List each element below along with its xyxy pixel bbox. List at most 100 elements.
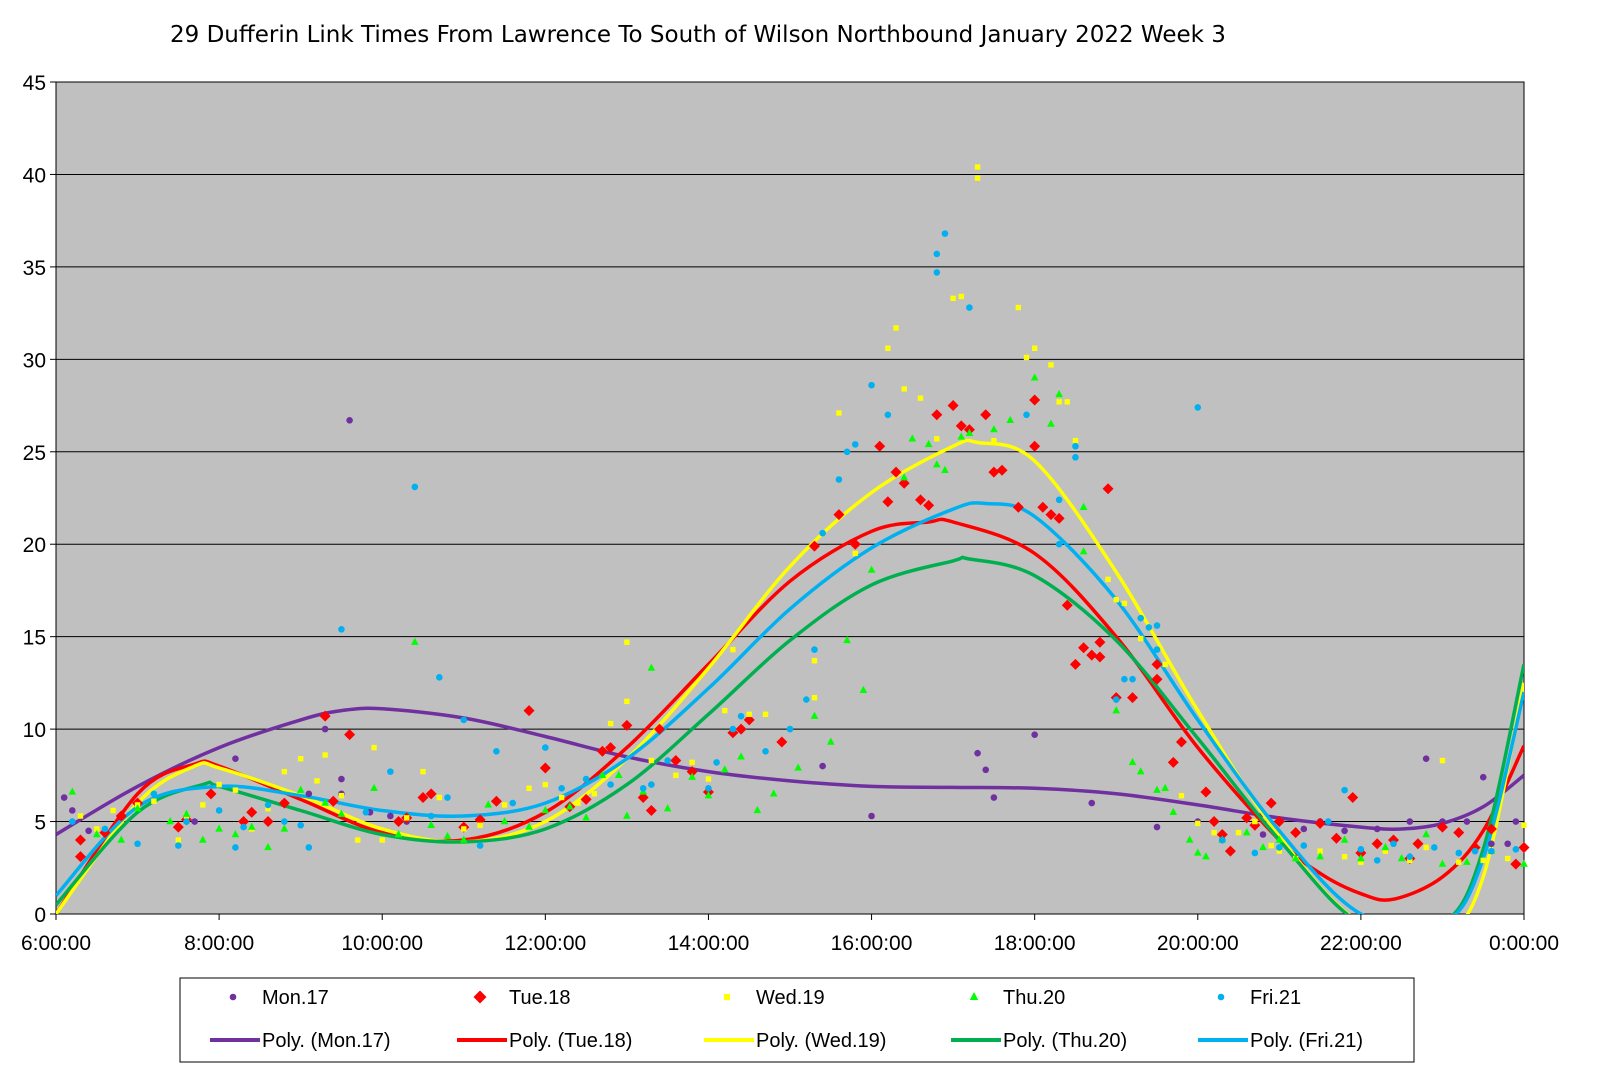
- point-tue-18: [1102, 483, 1114, 495]
- y-tick-label: 0: [34, 904, 46, 927]
- point-fri-21: [411, 483, 419, 491]
- point-fri-21: [803, 696, 810, 703]
- point-fri-21: [648, 781, 655, 788]
- point-thu-20: [704, 791, 713, 799]
- point-thu-20: [500, 817, 509, 825]
- point-fri-21: [1153, 622, 1161, 629]
- point-fri-21: [1112, 696, 1120, 703]
- plot-area: [55, 81, 1525, 915]
- point-tue-18: [74, 851, 86, 863]
- point-thu-20: [990, 425, 998, 433]
- point-wed-19: [746, 711, 752, 718]
- point-fri-21: [1072, 454, 1079, 461]
- point-thu-20: [1161, 783, 1169, 791]
- point-thu-20: [1275, 835, 1284, 843]
- point-thu-20: [1006, 415, 1015, 424]
- point-wed-19: [1341, 853, 1348, 860]
- point-thu-20: [924, 439, 933, 448]
- point-tue-18: [955, 420, 967, 432]
- point-tue-18: [1265, 797, 1277, 809]
- point-wed-19: [624, 639, 630, 645]
- point-tue-18: [1347, 792, 1359, 804]
- point-thu-20: [541, 805, 550, 814]
- point-fri-21: [713, 759, 720, 766]
- point-thu-20: [1047, 419, 1055, 427]
- point-mon-17: [321, 725, 329, 733]
- point-thu-20: [459, 835, 468, 843]
- point-tue-18: [931, 409, 943, 421]
- point-fri-21: [338, 625, 345, 633]
- trendline-poly-thu-20-: [56, 555, 1524, 914]
- point-tue-18: [743, 714, 755, 726]
- point-tue-18: [74, 834, 86, 846]
- x-tick-label: 0:00:00: [1489, 932, 1559, 955]
- point-mon-17: [338, 775, 345, 783]
- point-thu-20: [1153, 785, 1161, 793]
- point-fri-21: [819, 529, 826, 537]
- point-thu-20: [1438, 859, 1447, 867]
- point-fri-21: [1023, 411, 1030, 419]
- x-tick-label: 6:00:00: [21, 932, 91, 955]
- trendlines: [56, 438, 1524, 914]
- point-thu-20: [337, 809, 346, 817]
- point-tue-18: [246, 806, 258, 818]
- legend-marker: [473, 990, 487, 1004]
- point-tue-18: [654, 723, 666, 735]
- point-tue-18: [115, 810, 127, 822]
- point-wed-19: [501, 802, 508, 808]
- point-tue-18: [645, 804, 657, 816]
- point-tue-18: [344, 729, 356, 741]
- point-mon-17: [60, 794, 68, 801]
- point-wed-19: [526, 785, 532, 791]
- point-tue-18: [1314, 817, 1326, 829]
- point-fri-21: [1055, 540, 1063, 548]
- point-thu-20: [280, 824, 289, 832]
- legend-marker: [1217, 993, 1225, 1001]
- point-fri-21: [1072, 442, 1079, 450]
- point-wed-19: [811, 658, 818, 664]
- point-thu-20: [810, 711, 819, 719]
- legend-marker: [724, 994, 730, 1000]
- point-wed-19: [852, 550, 858, 557]
- point-thu-20: [598, 770, 607, 779]
- point-wed-19: [1252, 818, 1258, 825]
- point-fri-21: [215, 807, 223, 814]
- y-tick-label: 10: [23, 719, 46, 742]
- point-wed-19: [575, 800, 581, 806]
- point-tue-18: [1086, 649, 1098, 661]
- point-tue-18: [327, 795, 339, 807]
- point-fri-21: [843, 448, 851, 456]
- point-mon-17: [1341, 827, 1348, 835]
- point-tue-18: [670, 755, 682, 767]
- point-tue-18: [776, 736, 788, 748]
- point-tue-18: [580, 793, 592, 805]
- point-tue-18: [1037, 501, 1049, 513]
- point-wed-19: [355, 837, 361, 843]
- y-tick-label: 20: [23, 534, 46, 557]
- legend-label: Poly. (Fri.21): [1250, 1030, 1363, 1052]
- point-tue-18: [1371, 838, 1383, 850]
- point-mon-17: [85, 827, 92, 835]
- point-tue-18: [1510, 858, 1522, 870]
- point-thu-20: [957, 432, 966, 440]
- legend-marker: [229, 993, 237, 1001]
- point-wed-19: [1211, 829, 1217, 836]
- point-fri-21: [427, 812, 435, 820]
- point-wed-19: [314, 778, 320, 784]
- point-thu-20: [321, 798, 329, 806]
- point-wed-19: [338, 792, 345, 799]
- point-wed-19: [974, 175, 981, 181]
- point-wed-19: [901, 386, 907, 392]
- y-tick-label: 25: [23, 442, 46, 465]
- point-thu-20: [565, 802, 574, 810]
- legend-label: Poly. (Thu.20): [1003, 1030, 1127, 1052]
- point-tue-18: [205, 788, 217, 800]
- point-thu-20: [582, 813, 590, 821]
- y-tick-label: 5: [34, 812, 46, 835]
- point-fri-21: [1430, 844, 1438, 851]
- y-tick-label: 35: [23, 257, 46, 280]
- point-fri-21: [1488, 847, 1495, 855]
- point-fri-21: [240, 823, 247, 831]
- point-wed-19: [265, 805, 271, 812]
